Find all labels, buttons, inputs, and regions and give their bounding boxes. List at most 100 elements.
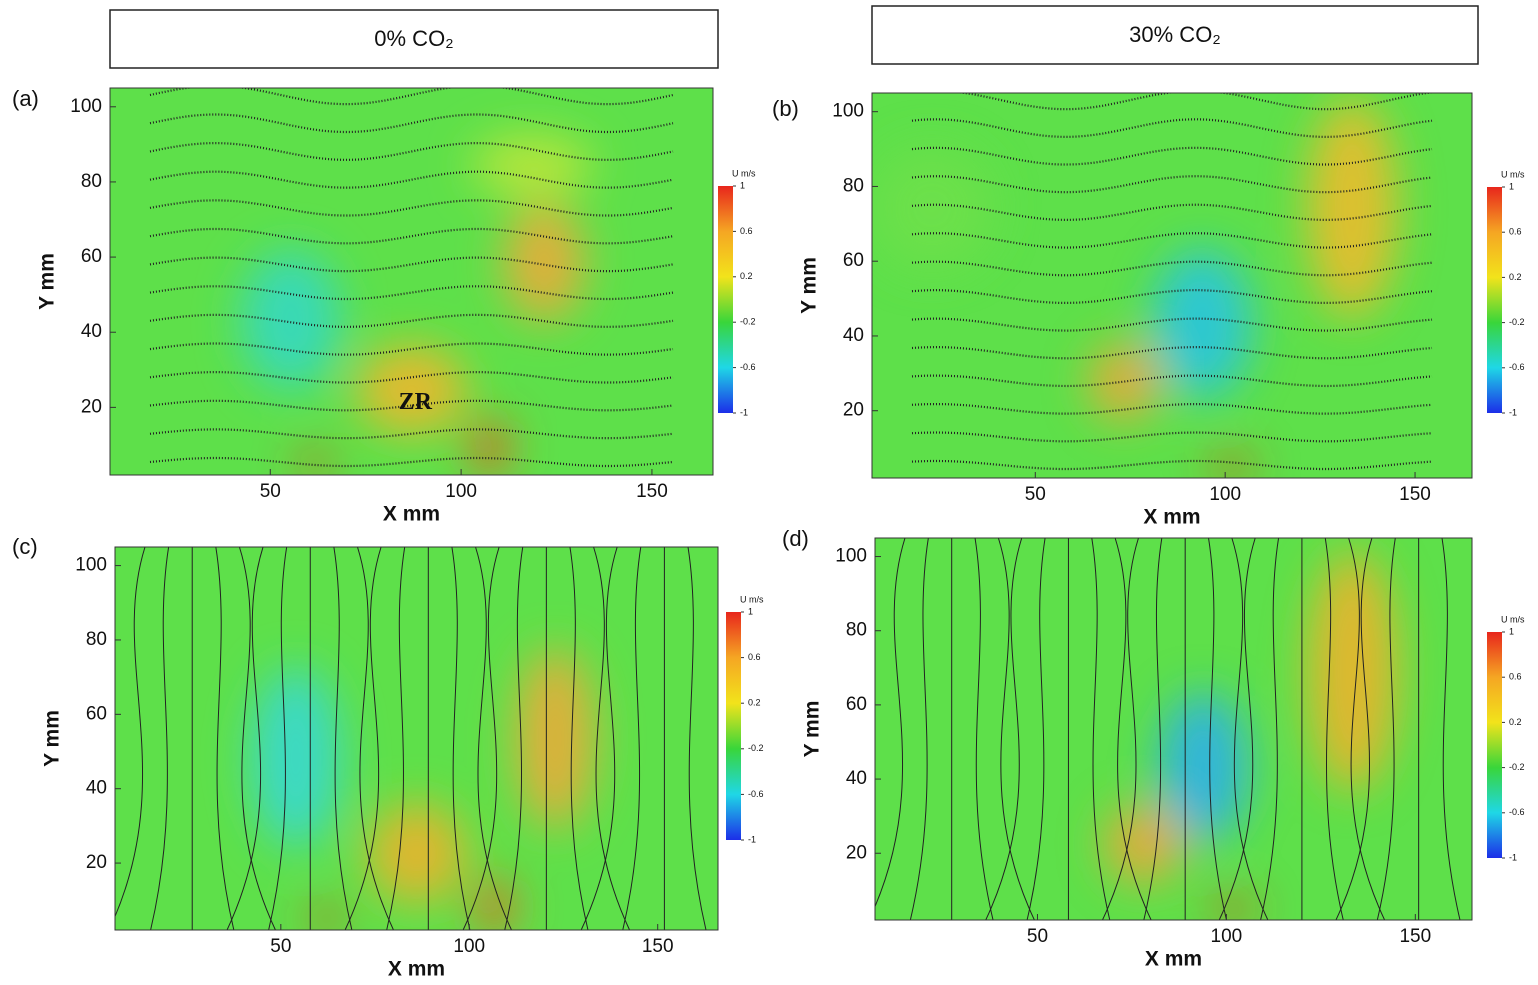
streamline [1324,538,1344,920]
plot-frame [109,87,714,476]
colorbar [1487,187,1502,413]
y-tick-label: 100 [75,555,107,576]
colorbar [718,186,733,413]
x-tick-label: 100 [453,936,485,957]
x-tick-label: 150 [1399,484,1431,505]
streamline [462,547,500,930]
streamline [1260,538,1280,920]
streamline [985,538,1023,920]
plot-frame [874,537,1473,921]
x-tick-label: 150 [642,936,674,957]
field-blob [474,877,515,930]
colorbar-tick-label: -0.6 [1509,362,1525,372]
colorbar-tick-label: 0.2 [1509,272,1522,282]
streamline [386,547,406,930]
y-tick-label: 60 [81,246,102,267]
streamline [215,547,235,930]
x-tick-label: 50 [1027,926,1048,947]
colorbar-tick-label: 1 [748,606,753,616]
vector-row [911,345,1433,360]
vector-row [911,203,1433,222]
y-tick-label: 100 [832,101,864,122]
vector-row [911,175,1433,194]
streamline [504,547,524,930]
field-blobs [1103,551,1398,919]
contour-field [115,547,718,930]
streamline [1348,538,1386,920]
y-tick-label: 100 [835,546,867,567]
x-axis-label: X mm [1145,948,1202,971]
vector-row [149,256,674,273]
vector-row [149,113,674,134]
vector-row [911,260,1433,277]
streamline [115,547,146,918]
contour-field [875,538,1472,920]
y-tick-label: 20 [846,842,867,863]
streamline [451,547,471,930]
vector-row [149,399,674,412]
field-blob [240,250,341,391]
colorbar-tick-label: 0.6 [1509,227,1522,237]
streamline [1102,538,1139,920]
vector-row [149,142,674,161]
field-blob [306,908,347,929]
streamline [1218,538,1256,920]
y-tick-label: 20 [81,396,102,417]
y-axis-label: Y mm [41,710,64,767]
streamline [580,547,618,930]
x-axis-label: X mm [1143,506,1200,529]
y-tick-label: 40 [81,321,102,342]
streamline [875,538,906,908]
colorbar-tick-label: -1 [1509,852,1517,862]
header: 30% CO₂ [1129,22,1221,47]
colorbar-tick-label: -1 [1509,407,1517,417]
colorbar-tick-label: -0.2 [1509,762,1525,772]
field-blob [1207,456,1257,477]
y-tick-label: 20 [843,400,864,421]
field-blob [1307,551,1398,792]
vector-row [149,313,674,328]
streamline [593,547,631,930]
y-tick-label: 80 [86,629,107,650]
colorbar-tick-label: 0.2 [740,271,753,281]
streamline [268,547,288,930]
streamline [238,547,276,930]
colorbar-tick-label: 0.6 [748,652,761,662]
streamline [1143,538,1163,920]
x-tick-label: 100 [1211,926,1243,947]
annotation: ZR [399,389,433,415]
header: 0% CO₂ [374,26,453,51]
colorbar-tick-label: 0.6 [1509,672,1522,682]
y-tick-label: 40 [86,778,107,799]
streamline [1335,538,1373,920]
streamline [150,547,170,930]
y-tick-label: 80 [81,171,102,192]
streamline [997,538,1035,920]
vector-row [149,170,674,189]
streamline [333,547,353,930]
vector-row [911,288,1433,304]
streamline [344,547,382,930]
streamline [1114,538,1152,920]
field-blob [515,648,596,829]
vector-row [149,88,674,106]
panel-label: (c) [12,534,38,559]
colorbar-tick-label: -1 [748,834,756,844]
vector-row [149,199,674,217]
colorbar-tick-label: -1 [740,407,748,417]
x-tick-label: 100 [1209,484,1241,505]
vector-row [911,232,1433,249]
vector-row [911,118,1433,139]
panel-label: (d) [782,526,809,551]
field-blob [356,344,467,435]
streamline [974,538,994,920]
field-blob [1158,692,1249,843]
colorbar-tick-label: -0.2 [740,317,756,327]
colorbar [726,612,741,840]
y-tick-label: 100 [70,96,102,117]
field-blob [1103,803,1184,884]
vector-row [911,146,1433,166]
field-blobs [250,648,596,930]
y-tick-label: 60 [846,694,867,715]
x-tick-label: 50 [1025,484,1046,505]
